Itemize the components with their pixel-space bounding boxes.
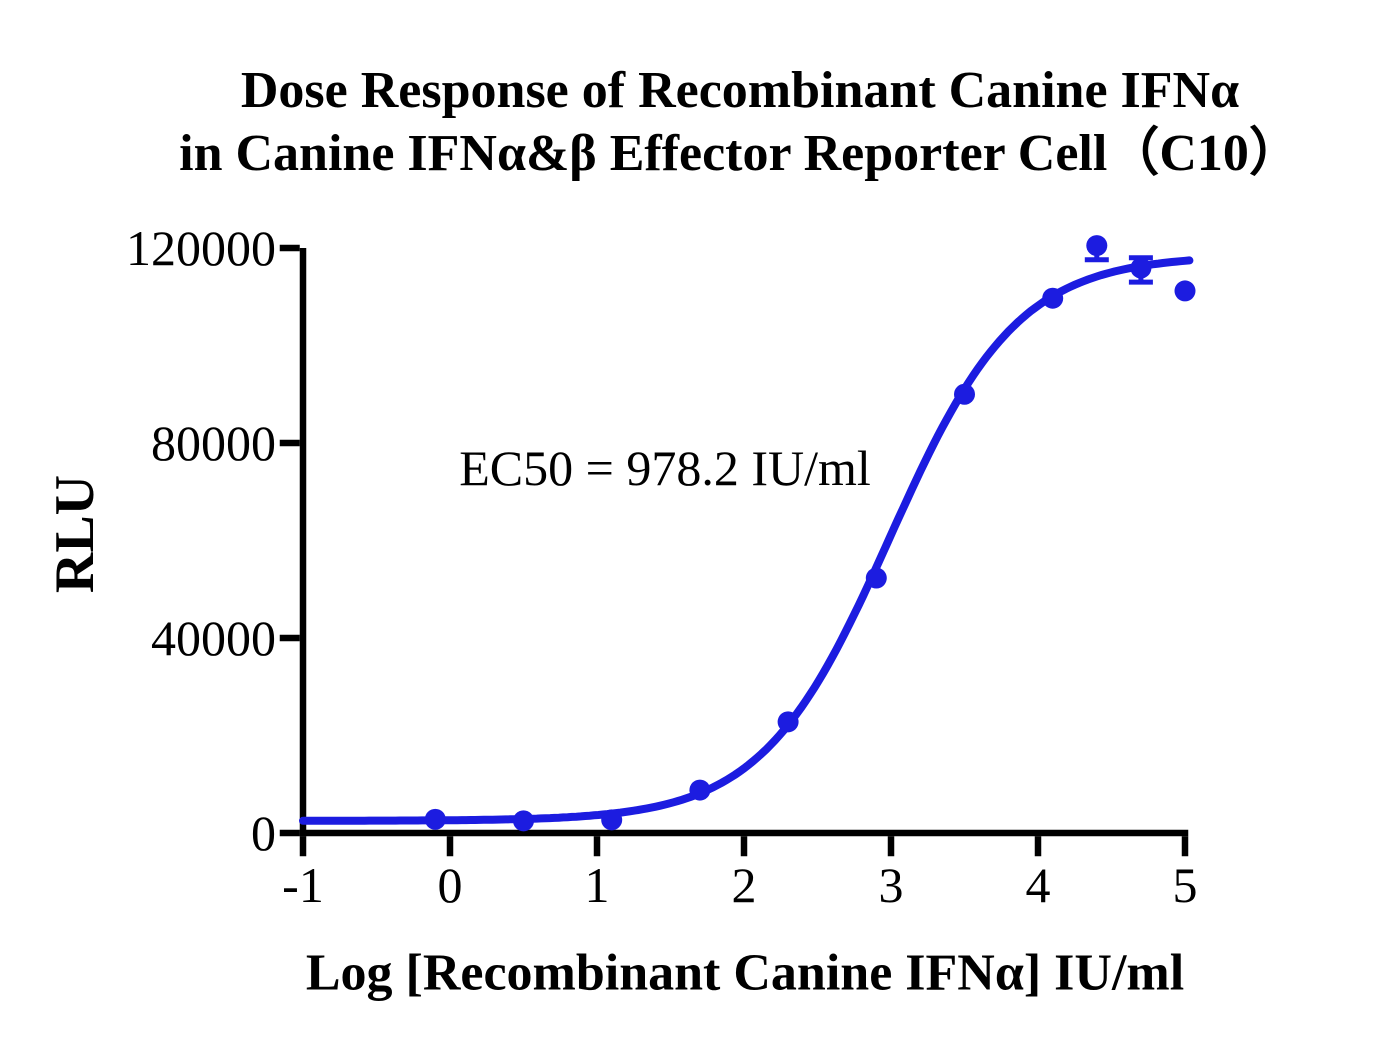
data-point — [689, 779, 711, 801]
chart-title-line1: Dose Response of Recombinant Canine IFNα — [240, 62, 1240, 119]
data-point — [865, 567, 887, 589]
data-point — [1130, 257, 1152, 279]
data-point — [513, 810, 534, 832]
data-point — [954, 383, 975, 405]
y-tick-label: 120000 — [126, 220, 276, 276]
data-point — [1042, 287, 1064, 309]
chart-title: Dose Response of Recombinant Canine IFNα… — [179, 59, 1301, 185]
y-tick-label: 80000 — [151, 415, 276, 471]
x-tick-label: 3 — [879, 857, 904, 913]
fit-curve — [299, 256, 1194, 825]
data-point — [777, 711, 799, 733]
data-point — [1086, 235, 1108, 257]
x-tick-label: 4 — [1026, 857, 1051, 913]
x-tick-label: 0 — [438, 857, 463, 913]
y-tick-label: 40000 — [151, 610, 276, 666]
data-point — [1174, 280, 1196, 302]
chart-title-line2: in Canine IFNα&β Effector Reporter Cell（… — [179, 125, 1301, 182]
x-axis-title: Log [Recombinant Canine IFNα] IU/ml — [305, 944, 1185, 1002]
ec50-annotation: EC50 = 978.2 IU/ml — [459, 440, 871, 496]
y-tick-label: 0 — [251, 805, 276, 861]
x-tick-label: 2 — [732, 857, 757, 913]
x-tick-label: 5 — [1173, 857, 1198, 913]
data-point — [601, 809, 623, 831]
data-point — [424, 808, 446, 830]
x-tick-label: -1 — [282, 857, 324, 913]
x-tick-label: 1 — [585, 857, 610, 913]
